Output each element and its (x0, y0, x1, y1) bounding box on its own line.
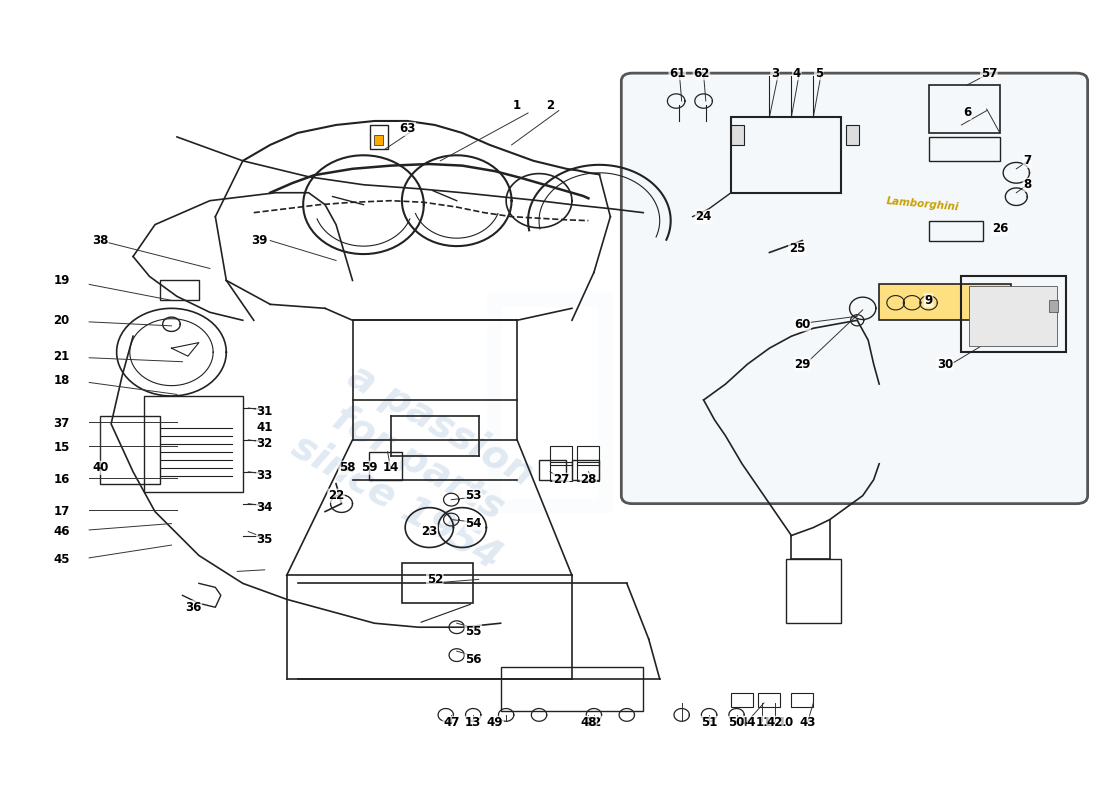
Bar (402, 563, 473, 603)
Text: 9: 9 (924, 294, 933, 307)
Text: 26: 26 (992, 222, 1008, 235)
Text: 1: 1 (513, 98, 521, 111)
Text: 21: 21 (54, 350, 70, 362)
Bar (578, 462, 600, 482)
Text: 30: 30 (937, 358, 953, 370)
Bar (928, 221, 983, 241)
Bar (572, 460, 600, 480)
Text: 38: 38 (92, 234, 108, 247)
Text: 24: 24 (695, 210, 712, 223)
Text: 54: 54 (465, 517, 482, 530)
Text: 57: 57 (981, 66, 997, 80)
Text: 15: 15 (54, 442, 70, 454)
Bar (550, 462, 572, 482)
Text: a passion
for parts
since 1954: a passion for parts since 1954 (285, 350, 551, 577)
Text: 36: 36 (185, 601, 201, 614)
Text: 28: 28 (580, 474, 596, 486)
Text: 10: 10 (778, 716, 794, 730)
Bar (368, 452, 402, 480)
Text: 56: 56 (465, 653, 482, 666)
Text: 39: 39 (251, 234, 267, 247)
Bar (374, 135, 383, 145)
Text: 32: 32 (256, 438, 273, 450)
Text: 48: 48 (580, 716, 596, 730)
Text: 46: 46 (54, 525, 70, 538)
Text: 35: 35 (256, 533, 273, 546)
Text: 5: 5 (815, 66, 823, 80)
Text: 47: 47 (443, 716, 460, 730)
Bar (961, 277, 1066, 352)
Text: Lamborghini: Lamborghini (887, 197, 960, 213)
Text: 50: 50 (728, 716, 745, 730)
Text: 55: 55 (465, 625, 482, 638)
Text: 58: 58 (339, 462, 355, 474)
Text: 45: 45 (54, 553, 70, 566)
Text: 42: 42 (767, 716, 783, 730)
Bar (370, 125, 387, 149)
Text: 59: 59 (361, 462, 377, 474)
Text: 2: 2 (546, 98, 554, 111)
Text: 34: 34 (256, 501, 273, 514)
Text: 61: 61 (669, 66, 685, 80)
Text: 20: 20 (54, 314, 70, 326)
Text: 51: 51 (701, 716, 717, 730)
Text: 11: 11 (756, 716, 772, 730)
Text: 18: 18 (54, 374, 70, 386)
Bar (732, 125, 745, 145)
Bar (846, 125, 859, 145)
Bar (732, 693, 754, 707)
Text: 43: 43 (800, 716, 816, 730)
Bar (500, 667, 644, 711)
Bar (928, 85, 1000, 133)
Text: 16: 16 (54, 474, 70, 486)
Text: 8: 8 (1023, 178, 1032, 191)
Bar (928, 137, 1000, 161)
Text: 🐂: 🐂 (475, 279, 625, 521)
Text: 44: 44 (739, 716, 756, 730)
Text: 14: 14 (383, 462, 399, 474)
FancyBboxPatch shape (621, 73, 1088, 504)
Bar (969, 286, 1057, 346)
Text: 4: 4 (793, 66, 801, 80)
Text: 31: 31 (256, 406, 273, 418)
Text: 40: 40 (92, 462, 108, 474)
Text: 29: 29 (794, 358, 811, 370)
Bar (791, 693, 813, 707)
Text: 22: 22 (328, 489, 344, 502)
Text: 6: 6 (962, 106, 971, 119)
Text: 12: 12 (586, 716, 602, 730)
Text: 53: 53 (465, 489, 482, 502)
Bar (161, 281, 199, 300)
Bar (578, 446, 600, 466)
Text: 17: 17 (54, 505, 70, 518)
Bar (144, 396, 243, 492)
Text: 33: 33 (256, 470, 273, 482)
Text: 25: 25 (789, 242, 805, 255)
Text: 3: 3 (771, 66, 779, 80)
Text: 27: 27 (553, 474, 569, 486)
Bar (100, 416, 161, 484)
Text: 60: 60 (794, 318, 811, 330)
Bar (1049, 300, 1058, 312)
Bar (759, 693, 780, 707)
Text: 23: 23 (421, 525, 438, 538)
Text: 13: 13 (465, 716, 482, 730)
Bar (550, 446, 572, 466)
Text: 62: 62 (693, 66, 710, 80)
Text: 37: 37 (54, 418, 70, 430)
Text: 41: 41 (256, 422, 273, 434)
Text: 63: 63 (399, 122, 416, 135)
Bar (539, 460, 566, 480)
Bar (732, 117, 840, 193)
Text: 49: 49 (487, 716, 504, 730)
Text: 7: 7 (1023, 154, 1032, 167)
Text: 52: 52 (427, 573, 443, 586)
Bar (785, 559, 840, 623)
Text: 19: 19 (54, 274, 70, 287)
Bar (879, 285, 1011, 320)
